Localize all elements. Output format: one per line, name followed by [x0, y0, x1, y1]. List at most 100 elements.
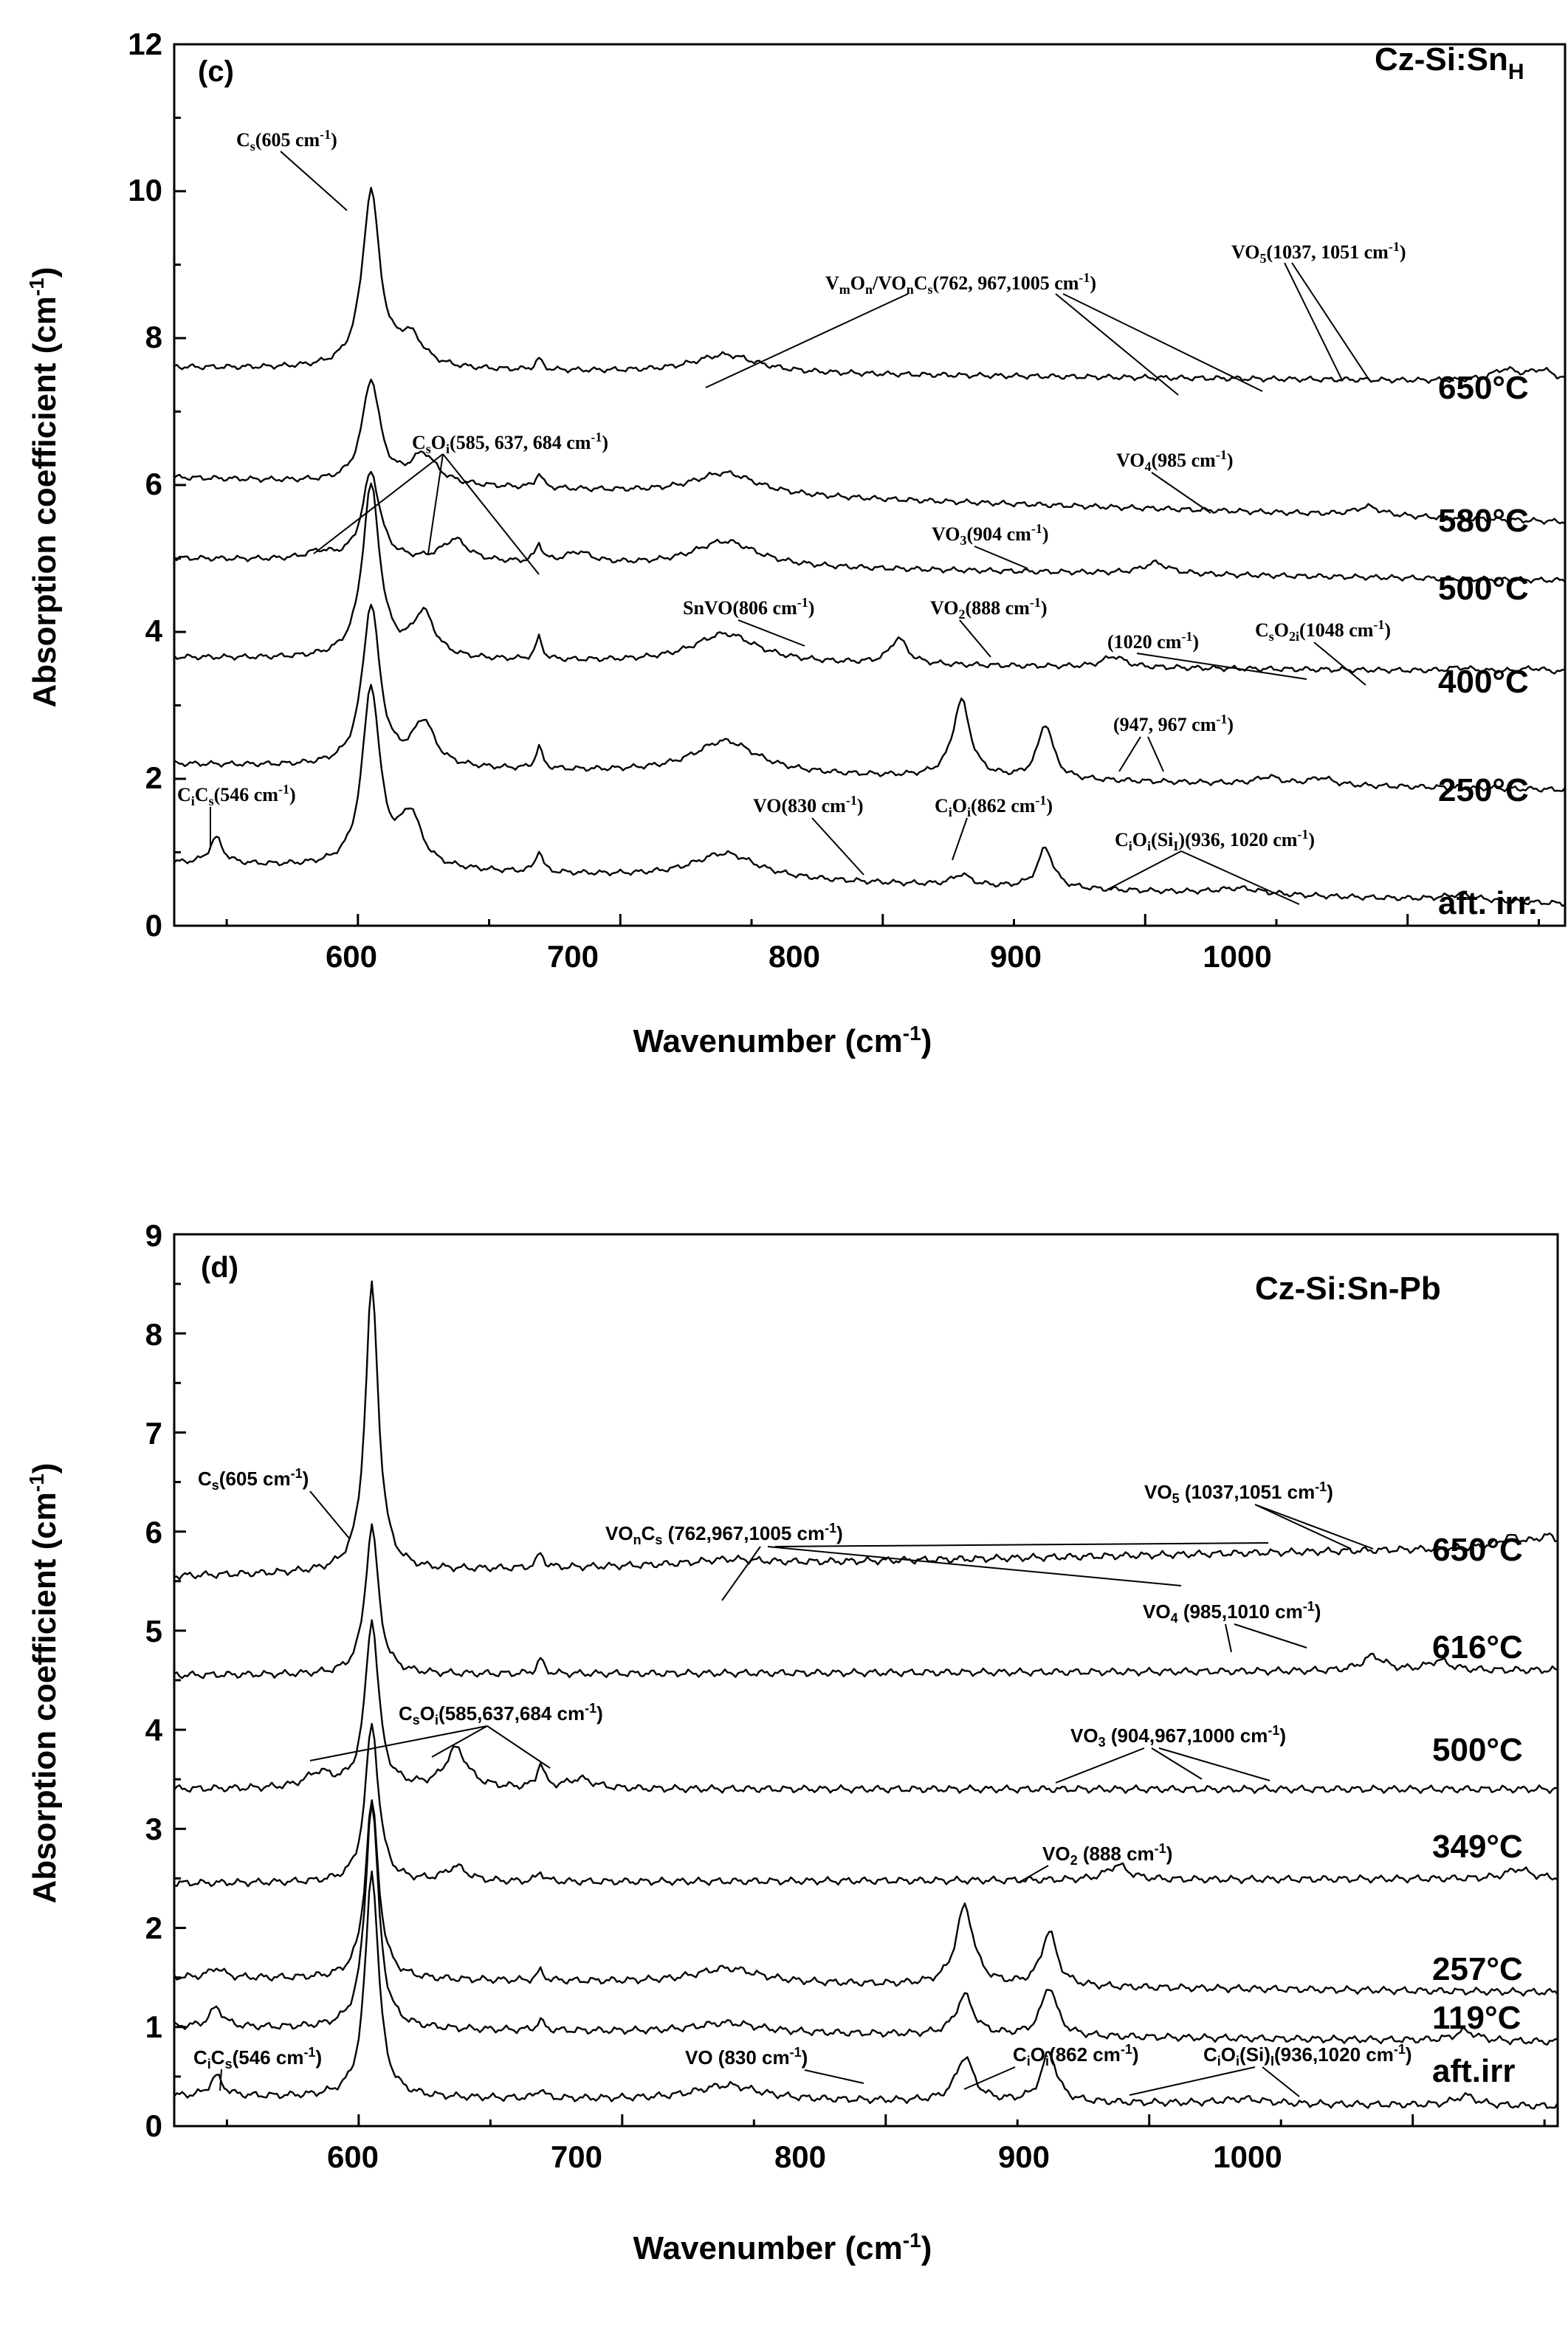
ann-c-vo2: VO2(888 cm-1) [930, 595, 1048, 622]
arrow-c-vo5-1051 [1291, 262, 1370, 381]
arrow-d-vonc-967 [767, 1546, 1182, 1586]
xtick-c-700: 700 [547, 939, 599, 974]
series-label-c-400: 400°C [1438, 664, 1529, 700]
spectra-d [173, 1280, 1559, 2110]
arrow-d-vo3-904 [1055, 1747, 1145, 1784]
panel-label-d: (d) [201, 1251, 238, 1284]
ann-d-cioisi: CiOi(Si)I(936,1020 cm-1) [1203, 2042, 1412, 2069]
xtick-d-800: 800 [774, 2139, 826, 2174]
ytick-d-9: 9 [145, 1218, 162, 1253]
series-label-d-349: 349°C [1432, 1829, 1523, 1865]
sample-title-c: Cz-Si:SnH [1375, 41, 1524, 84]
arrow-c-vo [811, 817, 864, 876]
arrow-d-vo4-1010 [1234, 1623, 1307, 1648]
ann-d-cics: CiCs(546 cm-1) [193, 2045, 322, 2071]
arrow-c-vo4 [1151, 472, 1211, 514]
spectrum-c-4 [173, 378, 1566, 525]
ann-c-cics: CiCs(546 cm-1) [177, 782, 296, 808]
series-label-c-500: 500°C [1438, 571, 1529, 607]
arrow-c-vmon-762 [705, 293, 909, 388]
ann-c-snvo: SnVO(806 cm-1) [683, 595, 814, 619]
ytick-d-8: 8 [145, 1317, 162, 1352]
arrow-d-vo3-1000 [1158, 1747, 1270, 1781]
series-label-d-500: 500°C [1432, 1732, 1523, 1768]
xtick-d-900: 900 [998, 2139, 1050, 2174]
arrow-c-vmon-967 [1055, 293, 1179, 396]
ticks-c [174, 43, 1540, 927]
ytick-c-10: 10 [128, 173, 162, 207]
ytick-c-0: 0 [145, 908, 162, 943]
ann-c-csoi: CsOi(585, 637, 684 cm-1) [412, 430, 608, 456]
spectrum-d-4 [173, 1619, 1558, 1795]
series-label-d-aftirr: aft.irr [1432, 2053, 1515, 2089]
panel-c: (c) Cz-Si:SnH 0 2 4 6 8 10 12 600 700 80… [25, 27, 1567, 1059]
arrow-d-cics [219, 2069, 222, 2091]
arrow-c-vo2 [959, 619, 991, 658]
ann-c-cso2i: CsO2i(1048 cm-1) [1255, 617, 1391, 644]
ylabel-c: Absorption coefficient (cm-1) [25, 267, 63, 708]
spectrum-d-0 [173, 1870, 1559, 2110]
arrow-d-cioisi-936 [1129, 2066, 1256, 2096]
arrow-c-cso2i [1313, 642, 1366, 686]
spectrum-d-1 [173, 1802, 1558, 2046]
arrow-d-vo3-967 [1151, 1747, 1203, 1780]
arrow-c-947 [1118, 736, 1141, 772]
series-label-d-650: 650°C [1432, 1532, 1523, 1568]
xtick-c-900: 900 [990, 939, 1042, 974]
series-label-c-650: 650°C [1438, 370, 1529, 406]
ytick-d-1: 1 [145, 2009, 162, 2044]
ann-d-cioi: CiOi(862 cm-1) [1013, 2042, 1139, 2069]
arrow-c-vmon-1005 [1062, 293, 1263, 392]
panel-d: (d) Cz-Si:Sn-Pb 0 1 2 3 4 5 6 7 8 9 600 … [25, 1218, 1559, 2266]
arrow-d-csoi-684 [486, 1725, 551, 1769]
series-label-c-aftirr: aft. irr. [1438, 885, 1538, 921]
series-label-d-616: 616°C [1432, 1629, 1523, 1665]
arrow-d-vo5-1037 [1254, 1504, 1352, 1550]
ytick-d-7: 7 [145, 1416, 162, 1451]
ytick-c-2: 2 [145, 760, 162, 795]
plot-frame-d [173, 1233, 1559, 2128]
ytick-d-4: 4 [145, 1713, 163, 1747]
arrow-d-csoi-637 [431, 1725, 488, 1758]
spectrum-d-2 [173, 1799, 1558, 1997]
arrow-d-vonc-762 [721, 1546, 761, 1601]
arrow-d-vo4-985 [1225, 1623, 1232, 1653]
spectrum-c-0 [173, 684, 1566, 907]
spectrum-d-3 [173, 1722, 1558, 1888]
spectrum-c-5 [173, 187, 1566, 384]
ann-d-vo4: VO4 (985,1010 cm-1) [1143, 1599, 1321, 1626]
ann-c-cioi: CiOi(862 cm-1) [935, 793, 1053, 819]
ann-d-cs605: Cs(605 cm-1) [198, 1466, 309, 1493]
ticks-d [174, 1233, 1546, 2128]
arrow-d-vo5-1051 [1254, 1504, 1374, 1550]
arrow-c-cioisi-936 [1107, 850, 1182, 890]
arrow-c-vo5-1037 [1284, 262, 1343, 381]
ann-c-cioisi: CiOi(SiI)(936, 1020 cm-1) [1115, 827, 1315, 853]
ytick-c-6: 6 [145, 467, 162, 501]
ytick-d-2: 2 [145, 1911, 162, 1945]
arrow-c-cs605 [280, 151, 348, 211]
xlabel-d: Wavenumber (cm-1) [633, 2229, 932, 2266]
arrow-d-vo [804, 2069, 864, 2084]
xlabel-c: Wavenumber (cm-1) [633, 1022, 932, 1059]
xtick-d-700: 700 [551, 2139, 602, 2174]
spectrum-d-5 [173, 1523, 1558, 1679]
spectrum-c-1 [173, 603, 1566, 793]
series-label-c-250: 250°C [1438, 772, 1529, 808]
ytick-d-3: 3 [145, 1812, 162, 1846]
arrow-d-csoi-585 [309, 1725, 488, 1761]
series-label-c-580: 580°C [1438, 503, 1529, 539]
arrow-c-1020 [1136, 653, 1307, 680]
arrow-c-snvo [737, 619, 805, 647]
ann-c-947967: (947, 967 cm-1) [1113, 712, 1234, 735]
ann-d-vo: VO (830 cm-1) [685, 2045, 808, 2069]
ann-d-vonc: VOnCs (762,967,1005 cm-1) [605, 1521, 843, 1547]
ann-d-vo3: VO3 (904,967,1000 cm-1) [1070, 1723, 1286, 1750]
arrow-d-cs605 [309, 1490, 351, 1540]
ytick-c-4: 4 [145, 613, 163, 648]
ytick-d-5: 5 [145, 1614, 162, 1648]
xtick-c-800: 800 [768, 939, 820, 974]
spectrum-d-6 [173, 1280, 1558, 1581]
series-label-d-119: 119°C [1432, 2000, 1521, 2036]
